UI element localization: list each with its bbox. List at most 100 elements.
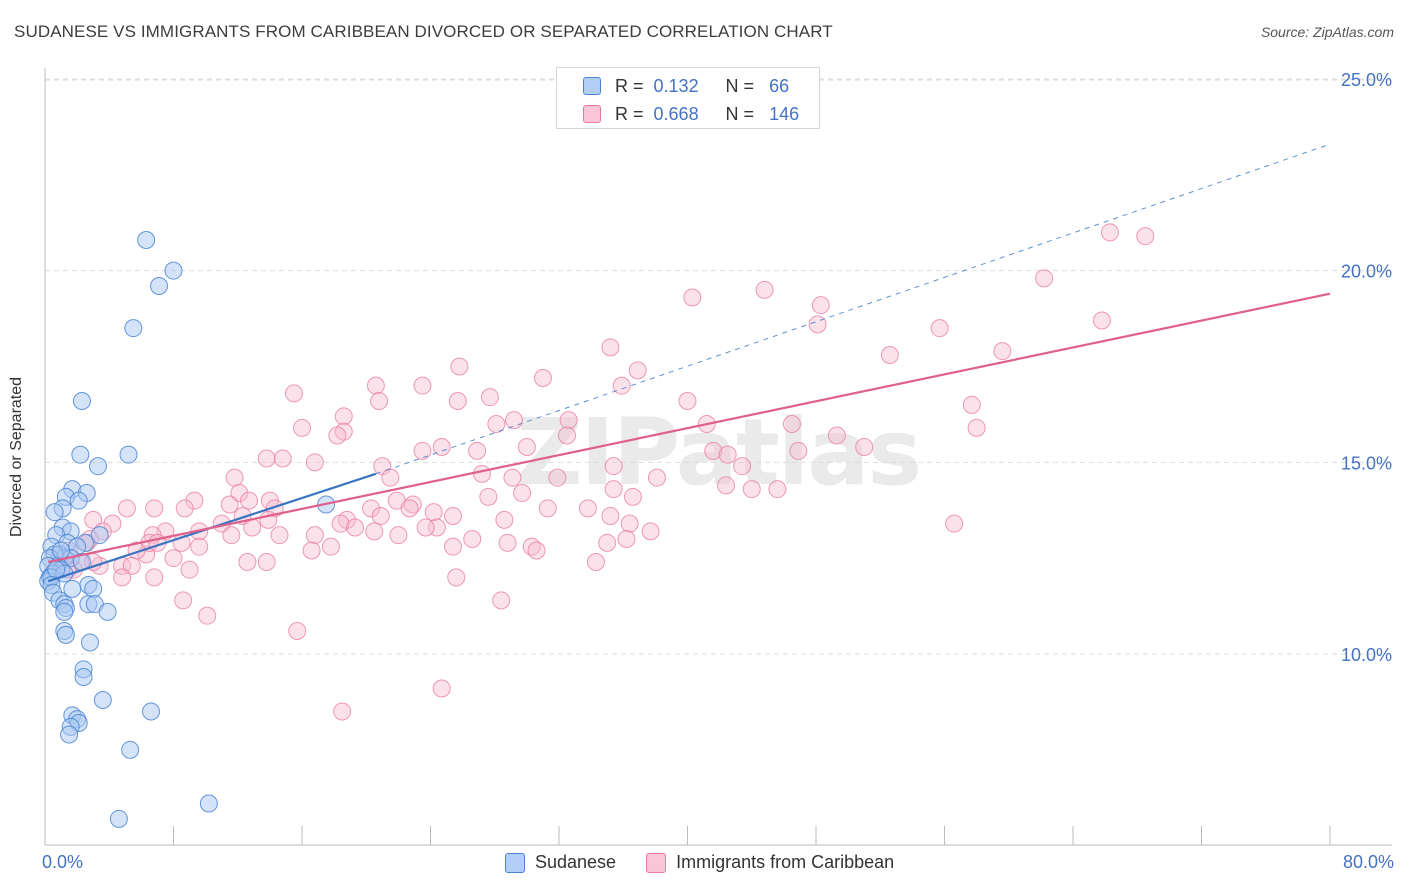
sudanese-point bbox=[89, 457, 108, 476]
sudanese-point bbox=[71, 445, 90, 464]
caribbean-swatch bbox=[583, 105, 601, 123]
caribbean-point bbox=[230, 484, 249, 502]
sudanese-point bbox=[74, 668, 93, 686]
caribbean-point bbox=[288, 622, 307, 640]
caribbean-point bbox=[733, 457, 752, 476]
caribbean-point bbox=[617, 530, 636, 548]
caribbean-point bbox=[447, 568, 466, 587]
caribbean-point bbox=[302, 541, 321, 560]
caribbean-point bbox=[220, 495, 239, 514]
caribbean-point bbox=[578, 499, 597, 518]
caribbean-n-value: 146 bbox=[769, 103, 800, 124]
caribbean-point bbox=[413, 441, 432, 460]
caribbean-point bbox=[538, 499, 557, 518]
caribbean-point bbox=[164, 549, 183, 568]
caribbean-point bbox=[513, 484, 532, 502]
sudanese-point bbox=[45, 503, 64, 522]
caribbean-point bbox=[811, 296, 830, 315]
caribbean-point bbox=[270, 526, 289, 545]
caribbean-point bbox=[346, 518, 365, 537]
caribbean-point bbox=[718, 445, 737, 464]
y-tick-label: 25.0% bbox=[1341, 70, 1392, 90]
caribbean-point bbox=[448, 392, 467, 410]
caribbean-point bbox=[647, 468, 666, 487]
caribbean-point bbox=[370, 392, 389, 410]
sudanese-legend-swatch bbox=[505, 852, 525, 873]
caribbean-point bbox=[1136, 227, 1155, 246]
caribbean-point bbox=[463, 530, 482, 548]
caribbean-point bbox=[717, 476, 736, 495]
caribbean-point bbox=[293, 418, 311, 437]
caribbean-point bbox=[432, 438, 451, 456]
caribbean-point bbox=[548, 468, 567, 487]
sudanese-point bbox=[69, 491, 88, 510]
sudanese-point bbox=[199, 794, 218, 813]
legend-item-caribbean: Immigrants from Caribbean bbox=[646, 852, 894, 873]
caribbean-point bbox=[113, 568, 132, 587]
caribbean-point bbox=[1100, 223, 1119, 242]
sudanese-point bbox=[121, 740, 140, 759]
sudanese-point bbox=[55, 602, 74, 621]
caribbean-point bbox=[190, 537, 209, 556]
caribbean-point bbox=[366, 376, 385, 395]
caribbean-point bbox=[558, 426, 577, 445]
sudanese-trend-extension bbox=[375, 143, 1331, 475]
caribbean-point bbox=[503, 468, 522, 487]
caribbean-point bbox=[122, 556, 141, 575]
legend-item-sudanese: Sudanese bbox=[505, 852, 616, 873]
caribbean-point bbox=[993, 342, 1012, 361]
caribbean-point bbox=[505, 411, 524, 430]
caribbean-point bbox=[185, 491, 204, 510]
caribbean-point bbox=[498, 533, 517, 552]
caribbean-points bbox=[50, 223, 1155, 721]
y-tick-label: 10.0% bbox=[1341, 645, 1392, 665]
stats-legend: R = 0.132 N = 66 R = 0.668 N = 146 bbox=[556, 67, 820, 129]
sudanese-point bbox=[150, 277, 169, 295]
caribbean-point bbox=[238, 553, 257, 571]
n-label: N = bbox=[725, 103, 755, 124]
caribbean-point bbox=[225, 468, 244, 487]
sudanese-point bbox=[124, 319, 143, 338]
y-axis-label: Divorced or Separated bbox=[8, 376, 25, 538]
caribbean-point bbox=[855, 438, 874, 456]
caribbean-point bbox=[273, 449, 292, 468]
caribbean-point bbox=[333, 702, 352, 721]
caribbean-point bbox=[468, 441, 487, 460]
series-legend: Sudanese Immigrants from Caribbean bbox=[505, 852, 924, 873]
caribbean-point bbox=[198, 606, 217, 625]
caribbean-point bbox=[365, 522, 384, 541]
caribbean-point bbox=[683, 288, 702, 307]
sudanese-point bbox=[80, 633, 99, 652]
caribbean-point bbox=[559, 411, 578, 430]
caribbean-point bbox=[480, 388, 499, 407]
caribbean-point bbox=[479, 487, 498, 506]
caribbean-point bbox=[487, 415, 506, 433]
caribbean-point bbox=[967, 418, 986, 437]
sudanese-point bbox=[63, 579, 82, 598]
caribbean-point bbox=[880, 346, 899, 364]
r-label: R = bbox=[615, 103, 644, 124]
caribbean-point bbox=[371, 507, 390, 525]
caribbean-point bbox=[305, 453, 324, 472]
caribbean-point bbox=[1092, 311, 1111, 330]
caribbean-point bbox=[612, 376, 631, 395]
caribbean-point bbox=[400, 499, 419, 518]
caribbean-point bbox=[601, 507, 620, 525]
y-tick-label: 20.0% bbox=[1341, 262, 1392, 282]
sudanese-point bbox=[84, 579, 103, 598]
sudanese-r-value: 0.132 bbox=[653, 75, 699, 96]
legend-row-sudanese: R = 0.132 N = 66 bbox=[583, 74, 789, 98]
chart-title: SUDANESE VS IMMIGRANTS FROM CARIBBEAN DI… bbox=[14, 22, 833, 41]
caribbean-point bbox=[472, 464, 491, 483]
sudanese-legend-label: Sudanese bbox=[535, 852, 617, 872]
caribbean-point bbox=[381, 468, 400, 487]
sudanese-point bbox=[56, 625, 75, 644]
caribbean-point bbox=[117, 499, 136, 518]
sudanese-point bbox=[72, 392, 91, 410]
caribbean-point bbox=[623, 487, 642, 506]
caribbean-point bbox=[432, 679, 451, 698]
caribbean-legend-label: Immigrants from Caribbean bbox=[676, 852, 895, 872]
caribbean-point bbox=[755, 280, 774, 299]
caribbean-point bbox=[103, 514, 122, 533]
